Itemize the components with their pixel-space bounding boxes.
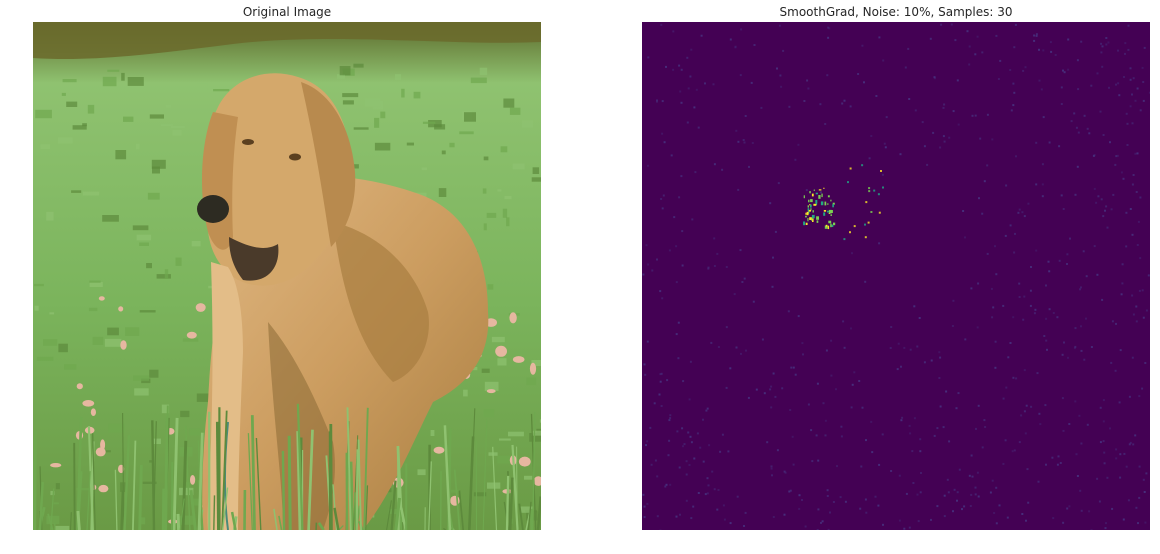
original-image-title: Original Image (242, 5, 332, 19)
saliency-map (642, 22, 1150, 530)
dog-photo (33, 22, 541, 530)
smoothgrad-heatmap (642, 22, 1150, 530)
smoothgrad-panel: SmoothGrad, Noise: 10%, Samples: 30 (642, 0, 1150, 554)
smoothgrad-title: SmoothGrad, Noise: 10%, Samples: 30 (779, 5, 1013, 19)
original-image-panel: Original Image (33, 0, 541, 554)
original-image (33, 22, 541, 530)
